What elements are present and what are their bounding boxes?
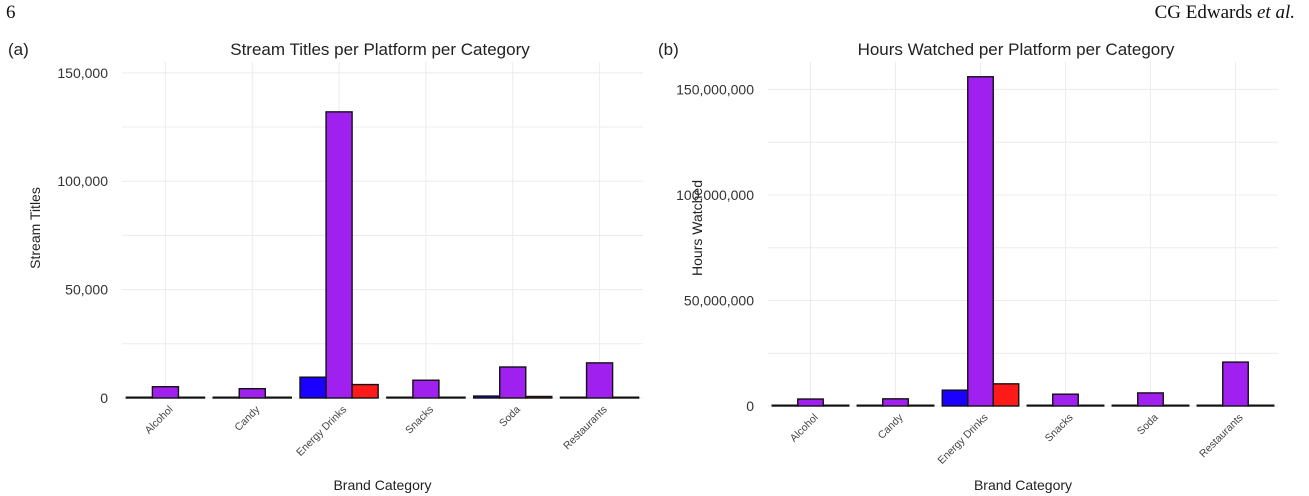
chart-b-bar-4-2 <box>1162 404 1190 407</box>
chart-a-xtick-3: Snacks <box>403 404 436 437</box>
chart-a-bar-1-2 <box>264 396 293 399</box>
chart-a-bar-2-0 <box>299 376 327 399</box>
chart-b-xtick-2: Energy Drinks <box>936 412 991 467</box>
chart-a-bar-5-2 <box>611 396 640 399</box>
chart-b-bar-5-1 <box>1222 361 1249 407</box>
chart-b-bar-0-0 <box>771 404 799 407</box>
chart-b-bar-4-0 <box>1111 404 1139 407</box>
chart-b-hours-watched: (b) Hours Watched per Platform per Catego… <box>658 40 1278 493</box>
chart-a-bar-0-1 <box>151 386 180 399</box>
chart-b-bar-0-1 <box>797 398 824 407</box>
chart-b-ytick-3: 150,000,000 <box>676 81 754 97</box>
chart-a-xtick-4: Soda <box>497 404 523 430</box>
chart-a-bar-4-0 <box>472 395 501 399</box>
chart-a-ytick-3: 150,000 <box>57 65 108 81</box>
chart-a-xtick-5: Restaurants <box>561 404 610 453</box>
chart-b-ylabel: Hours Watched <box>689 180 705 276</box>
running-head-etal: et al. <box>1257 2 1295 23</box>
chart-a-bar-4-1 <box>499 366 527 399</box>
chart-b-bar-4-1 <box>1137 392 1164 407</box>
chart-b-ytick-1: 50,000,000 <box>684 292 754 308</box>
chart-a-stream-titles: (a) Stream Titles per Platform per Catego… <box>8 40 643 493</box>
chart-a-bar-4-2 <box>525 395 553 399</box>
chart-b-xlabel: Brand Category <box>974 477 1072 493</box>
chart-b-ytick-0: 0 <box>746 398 754 414</box>
chart-a-xtick-2: Energy Drinks <box>294 404 349 459</box>
chart-b-xtick-4: Soda <box>1135 412 1161 438</box>
page-number: 6 <box>6 2 16 23</box>
chart-a-bar-1-0 <box>212 396 240 399</box>
chart-b-ytick-2: 100,000,000 <box>676 187 754 203</box>
chart-b-bar-0-2 <box>822 404 850 407</box>
chart-b-bar-2-1 <box>967 76 994 407</box>
chart-a-bar-1-1 <box>238 387 266 399</box>
chart-b-panel-tag: (b) <box>658 40 679 59</box>
chart-b-xtick-1: Candy <box>876 411 906 441</box>
chart-b-bar-3-1 <box>1052 393 1079 407</box>
chart-a-bar-0-2 <box>177 396 206 399</box>
chart-a-bar-3-2 <box>438 396 466 399</box>
chart-b-bar-5-0 <box>1196 404 1224 407</box>
chart-a-bar-5-0 <box>559 396 588 399</box>
chart-a-bar-5-1 <box>585 362 614 399</box>
chart-a-ytick-1: 50,000 <box>65 282 108 298</box>
chart-a-panel-tag: (a) <box>8 40 29 59</box>
running-head: CG Edwards et al. <box>1155 2 1295 24</box>
chart-a-bar-2-1 <box>325 111 353 399</box>
chart-a-bar-0-0 <box>125 396 154 399</box>
chart-b-xtick-5: Restaurants <box>1197 412 1246 461</box>
chart-a-ytick-2: 100,000 <box>57 173 108 189</box>
chart-a-bar-3-0 <box>386 396 414 399</box>
chart-a-bar-2-2 <box>351 383 379 399</box>
chart-b-bar-1-2 <box>907 404 935 407</box>
chart-a-xlabel: Brand Category <box>333 477 431 493</box>
chart-b-xtick-3: Snacks <box>1043 412 1076 445</box>
chart-b-bar-3-2 <box>1077 404 1105 407</box>
chart-a-ylabel: Stream Titles <box>27 187 43 269</box>
chart-a-bar-3-1 <box>412 379 440 399</box>
chart-b-bar-3-0 <box>1026 404 1054 407</box>
chart-b-xtick-0: Alcohol <box>788 412 821 445</box>
running-head-authors: CG Edwards <box>1154 2 1257 23</box>
chart-b-bar-1-1 <box>882 398 909 407</box>
chart-b-bar-1-0 <box>856 404 884 407</box>
chart-a-xtick-0: Alcohol <box>143 404 176 437</box>
chart-b-bar-5-2 <box>1247 404 1275 407</box>
chart-b-bar-2-2 <box>992 383 1020 407</box>
chart-a-title: Stream Titles per Platform per Category <box>230 40 530 59</box>
chart-b-bar-2-0 <box>941 389 969 407</box>
chart-a-ytick-0: 0 <box>100 390 108 406</box>
chart-a-xtick-1: Candy <box>232 403 262 433</box>
chart-b-title: Hours Watched per Platform per Category <box>858 40 1175 59</box>
